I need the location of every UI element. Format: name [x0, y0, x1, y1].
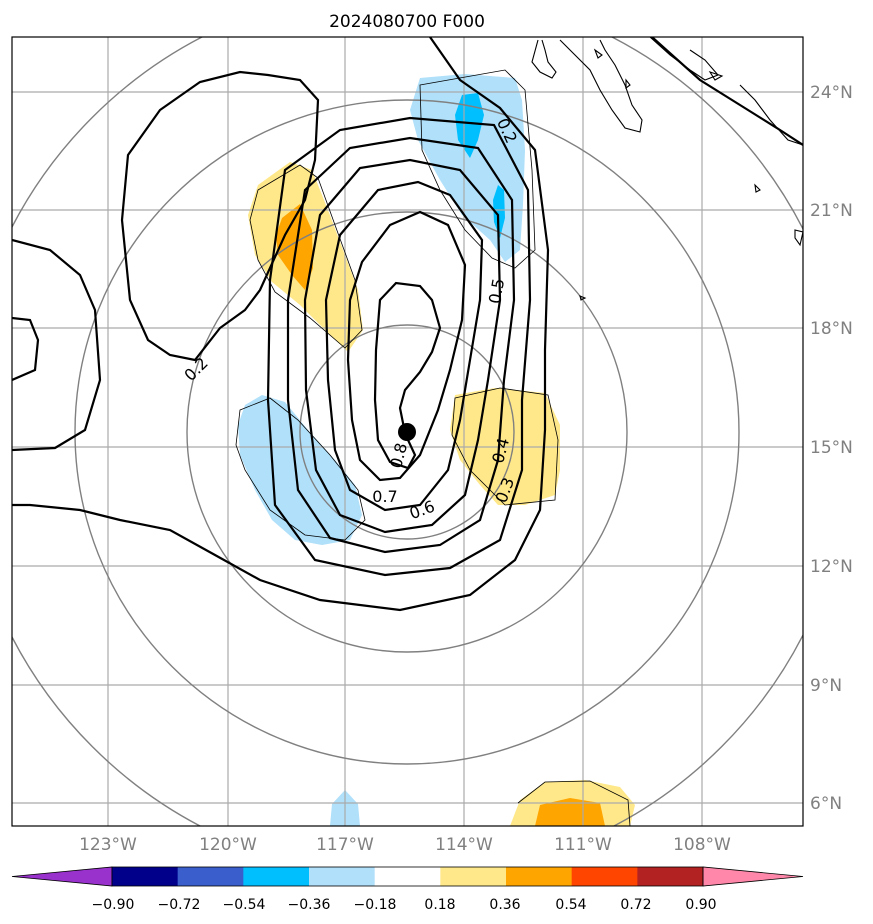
colorbar-tick-label: −0.54: [223, 897, 266, 913]
map-area: 0.2 0.2 0.5 0.4 0.3 0.6 0.7 0.8: [12, 37, 803, 826]
colorbar-tick-label: −0.18: [354, 897, 397, 913]
contour-0-8: [373, 281, 442, 470]
shade-positive-northwest-core: [276, 204, 313, 290]
colorbar-segment: [506, 867, 573, 886]
colorbar-segment: [571, 867, 638, 886]
colorbar-tick-label: −0.90: [92, 897, 135, 913]
contour-0-2-west: [120, 70, 320, 362]
lon-tick-label: 108°W: [673, 835, 731, 855]
colorbar-segment: [637, 867, 704, 886]
shade-outlines: [235, 69, 631, 826]
colorbar-tick-label: 0.54: [555, 897, 586, 913]
lat-tick-label: 18°N: [810, 319, 853, 339]
value-contours: [12, 37, 803, 612]
colorbar-segment: [374, 867, 441, 886]
coastline: [531, 37, 803, 301]
contour-label: 0.7: [372, 487, 397, 506]
colorbar-segment: [177, 867, 244, 886]
lon-tick-label: 114°W: [435, 835, 493, 855]
lat-tick-label: 6°N: [810, 794, 842, 814]
contour-0-4: [286, 136, 516, 554]
contour-0-3: [266, 116, 532, 577]
shade-negative-north-core1: [455, 93, 484, 158]
lat-tick-label: 24°N: [810, 83, 853, 103]
lat-tick-label: 12°N: [810, 557, 853, 577]
lat-tick-label: 9°N: [810, 676, 842, 696]
shade-negative-north-core2: [493, 185, 505, 238]
lon-tick-label: 123°W: [79, 835, 137, 855]
range-rings: [12, 37, 803, 826]
lon-tick-label: 117°W: [316, 835, 374, 855]
colorbar: [11, 866, 804, 887]
colorbar-segment: [440, 867, 507, 886]
colorbar-segment: [243, 867, 310, 886]
colorbar-tick-label: −0.72: [158, 897, 201, 913]
colorbar-extend-max: [702, 866, 804, 887]
colorbar-frame: [111, 866, 704, 887]
map-frame: [11, 36, 804, 827]
contour-0-6: [324, 180, 484, 512]
contour-0-2-edge: [12, 238, 102, 452]
colorbar-tick-label: 0.90: [685, 897, 716, 913]
colorbar-segment: [112, 867, 179, 886]
contour-label: 0.5: [485, 277, 508, 305]
lon-axis: 123°W 120°W 117°W 114°W 111°W 108°W: [79, 835, 731, 855]
lat-tick-label: 15°N: [810, 438, 853, 458]
lon-tick-label: 120°W: [199, 835, 257, 855]
lat-tick-label: 21°N: [810, 201, 853, 221]
contour-0-2-edge-inner: [12, 316, 40, 382]
colorbar-tick-label: 0.18: [424, 897, 455, 913]
contour-0-7: [346, 210, 467, 482]
lon-tick-label: 111°W: [554, 835, 612, 855]
colorbar-tick-label: 0.72: [620, 897, 651, 913]
colorbar-tick-label: 0.36: [489, 897, 520, 913]
colorbar-segment: [309, 867, 376, 886]
shade-positive-south-core: [535, 798, 605, 826]
colorbar-tick-label: −0.36: [288, 897, 331, 913]
storm-center-marker: [398, 423, 416, 441]
figure-title: 2024080700 F000: [329, 12, 485, 32]
contour-0-2: [12, 37, 550, 612]
colorbar-labels: −0.90 −0.72 −0.54 −0.36 −0.18 0.18 0.36 …: [92, 897, 717, 913]
gridlines: [12, 37, 803, 826]
colorbar-extend-min: [11, 866, 113, 887]
contour-0-5: [303, 158, 502, 534]
lat-axis: 24°N 21°N 18°N 15°N 12°N 9°N 6°N: [810, 83, 853, 814]
contour-ne-coast: [651, 37, 803, 146]
